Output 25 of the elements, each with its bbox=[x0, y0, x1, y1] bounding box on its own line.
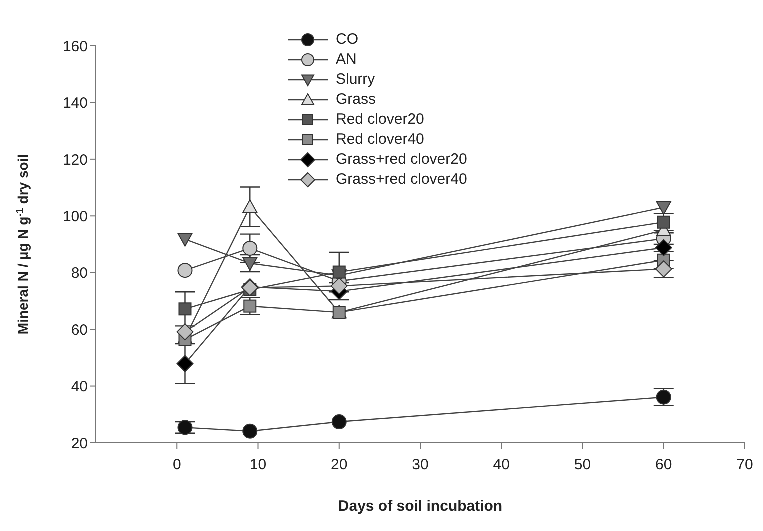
x-tick-label: 10 bbox=[250, 456, 267, 474]
x-tick-label: 70 bbox=[736, 456, 754, 474]
x-tick-label: 30 bbox=[412, 456, 429, 474]
legend-label: Red clover20 bbox=[336, 110, 424, 130]
x-tick-label: 60 bbox=[656, 456, 672, 474]
y-tick-label: 80 bbox=[71, 265, 88, 282]
legend-label: Grass+red clover20 bbox=[336, 150, 468, 170]
x-tick-label: 40 bbox=[493, 456, 510, 474]
legend-label: Red clover40 bbox=[336, 130, 424, 150]
x-axis-title: Days of soil incubation bbox=[338, 498, 503, 515]
y-tick-label: 20 bbox=[71, 435, 88, 452]
legend-label: Grass bbox=[336, 90, 376, 110]
y-tick-label: 100 bbox=[62, 208, 88, 226]
legend-label: CO bbox=[336, 30, 358, 50]
x-tick-label: 50 bbox=[574, 456, 592, 474]
y-tick-label: 120 bbox=[62, 152, 88, 169]
x-tick-label: 20 bbox=[331, 456, 348, 474]
legend-label: AN bbox=[336, 50, 357, 70]
legend-label: Grass+red clover40 bbox=[336, 170, 468, 190]
y-tick-label: 160 bbox=[62, 38, 88, 56]
legend-label: Slurry bbox=[336, 70, 376, 90]
y-tick-label: 140 bbox=[62, 95, 88, 112]
y-tick-label: 40 bbox=[71, 378, 88, 396]
x-tick-label: 0 bbox=[172, 456, 182, 474]
y-tick-label: 60 bbox=[71, 322, 88, 339]
